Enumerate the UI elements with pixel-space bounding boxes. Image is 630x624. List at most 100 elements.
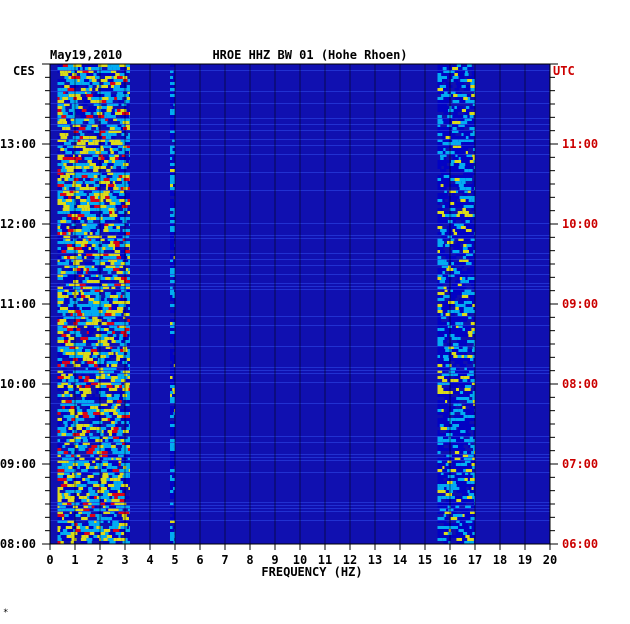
spectral-cell [68, 139, 74, 142]
spectral-cell [65, 526, 73, 529]
spectral-cell [464, 433, 471, 436]
spectral-cell [60, 232, 63, 235]
spectral-cell [441, 277, 446, 280]
spectral-cell [443, 196, 448, 199]
spectral-cell [75, 244, 81, 247]
spectral-cell [170, 529, 175, 532]
spectral-cell [101, 430, 104, 433]
spectral-cell [440, 472, 444, 475]
spectral-cell [87, 97, 92, 100]
spectral-cell [104, 304, 108, 307]
spectral-cell [105, 247, 110, 250]
spectral-cell [57, 448, 62, 451]
spectral-cell [97, 139, 101, 142]
spectral-cell [125, 403, 130, 406]
spectral-cell [62, 313, 66, 316]
spectral-cell [454, 301, 458, 304]
spectral-cell [471, 121, 475, 124]
spectral-cell [125, 379, 130, 382]
spectral-cell [118, 493, 125, 496]
spectral-cell [100, 526, 103, 529]
spectral-cell [470, 124, 473, 127]
spectral-cell [469, 526, 472, 529]
spectral-cell [467, 514, 471, 517]
spectral-cell [453, 205, 459, 208]
spectral-cell [446, 160, 451, 163]
spectral-cell [114, 250, 121, 253]
spectral-cell [113, 295, 119, 298]
spectral-cell [461, 490, 468, 493]
spectral-cell [124, 439, 130, 442]
spectral-cell [452, 487, 460, 490]
spectral-cell [88, 238, 92, 241]
spectral-cell [57, 109, 62, 112]
spectral-cell [455, 142, 462, 145]
spectral-cell [95, 457, 100, 460]
spectral-cell [471, 118, 475, 121]
spectral-cell [94, 415, 101, 418]
spectral-cell [437, 76, 442, 79]
spectral-cell [469, 115, 474, 118]
spectral-cell [119, 436, 124, 439]
spectral-cell [73, 109, 76, 112]
spectral-cell [128, 229, 130, 232]
spectral-cell [107, 142, 111, 145]
spectral-cell [91, 67, 96, 70]
spectral-cell [170, 457, 175, 460]
spectral-cell [437, 418, 441, 421]
spectral-cell [110, 367, 117, 370]
spectral-cell [80, 202, 87, 205]
spectral-cell [462, 208, 466, 211]
spectral-cell [94, 454, 100, 457]
spectral-cell [470, 529, 475, 532]
spectral-cell [86, 358, 94, 361]
spectral-cell [450, 466, 455, 469]
spectral-cell [61, 538, 67, 541]
spectral-cell [70, 313, 73, 316]
spectral-cell [467, 115, 470, 118]
spectral-cell [80, 508, 84, 511]
spectral-cell [444, 466, 450, 469]
spectral-cell [95, 199, 100, 202]
spectral-cell [115, 409, 120, 412]
spectral-cell [173, 358, 175, 361]
spectral-cell [470, 247, 474, 250]
spectral-cell [451, 106, 455, 109]
spectral-cell [79, 307, 82, 310]
spectral-cell [92, 154, 99, 157]
spectral-cell [87, 400, 95, 403]
spectral-cell [126, 232, 130, 235]
spectral-cell [68, 388, 74, 391]
spectral-cell [83, 271, 86, 274]
spectral-cell [74, 118, 80, 121]
spectral-cell [91, 397, 98, 400]
spectral-cell [59, 307, 63, 310]
spectral-cell [450, 295, 455, 298]
spectral-cell [461, 439, 465, 442]
spectral-cell [470, 445, 475, 448]
spectral-cell [82, 442, 88, 445]
x-tick-label: 7 [221, 553, 228, 567]
spectral-cell [94, 229, 97, 232]
spectral-cell [445, 415, 449, 418]
spectral-cell [85, 172, 91, 175]
spectral-cell [454, 271, 461, 274]
spectral-cell [468, 139, 474, 142]
spectral-cell [94, 91, 98, 94]
spectral-cell [437, 163, 443, 166]
spectral-cell [97, 424, 102, 427]
spectral-cell [88, 364, 94, 367]
spectral-cell [101, 85, 108, 88]
spectral-cell [437, 304, 443, 307]
spectral-cell [84, 214, 90, 217]
spectral-cell [88, 511, 91, 514]
spectral-cell [100, 469, 107, 472]
spectral-cell [110, 277, 115, 280]
spectral-cell [437, 121, 444, 124]
spectral-cell [109, 412, 114, 415]
spectral-cell [128, 154, 130, 157]
spectral-cell [442, 151, 446, 154]
spectral-cell [69, 172, 75, 175]
spectral-cell [173, 277, 175, 280]
spectral-cell [437, 160, 440, 163]
